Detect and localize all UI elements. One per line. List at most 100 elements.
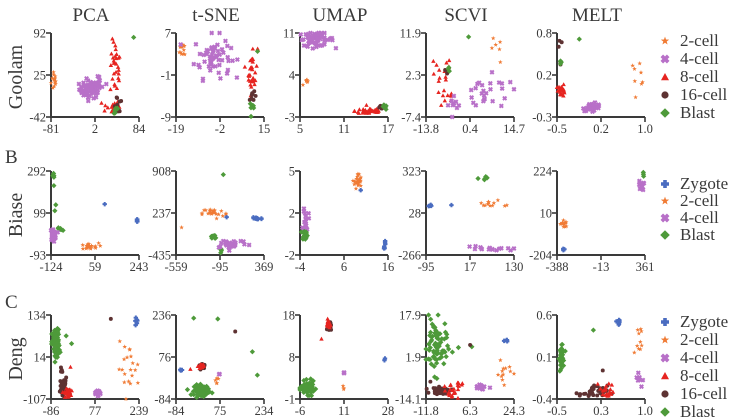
y-tick-label: -7.4 [401,111,422,125]
point-blast [441,348,447,354]
point-4-cell [241,239,246,244]
point-blast [590,327,597,333]
point-4-cell [641,180,647,186]
point-16-cell [428,379,433,384]
point-8-cell [246,73,251,78]
point-2-cell [635,327,641,332]
point-4-cell [498,103,504,109]
point-4-cell [502,95,508,101]
point-8-cell [442,388,448,393]
point-blast [557,61,564,67]
point-2-cell [182,43,187,48]
point-4-cell [306,210,312,216]
point-8-cell [242,64,248,69]
point-blast [444,331,450,338]
axis-lines [299,33,388,118]
legend-marker-2-cell [660,36,670,45]
point-8-cell [555,88,560,93]
point-zygote [429,203,434,209]
point-blast [201,393,207,400]
point-2-cell [638,326,644,331]
point-4-cell [88,84,94,90]
point-4-cell [234,57,240,62]
point-8-cell [603,392,608,397]
point-8-cell [250,75,256,80]
legend-label: 2-cell [680,31,719,50]
point-8-cell [448,93,453,98]
point-2-cell [633,94,638,100]
point-blast [184,387,191,393]
point-4-cell [210,56,216,62]
point-4-cell [232,242,238,248]
point-4-cell [489,69,495,75]
point-8-cell [448,382,453,387]
x-tick-label: 15 [258,122,271,136]
y-tick-label: 11 [283,27,295,41]
point-8-cell [253,78,258,83]
y-tick-label: -0.4 [532,393,553,407]
point-8-cell [111,71,117,76]
x-tick-label: 6 [341,260,347,274]
point-8-cell [116,75,121,80]
x-tick-label: 361 [636,260,655,274]
point-4-cell [319,33,325,39]
point-4-cell [639,186,645,192]
point-4-cell [635,370,641,376]
point-4-cell [224,240,230,246]
point-4-cell [208,45,214,51]
point-4-cell [499,81,505,86]
legend-marker-8-cell [661,372,669,380]
point-2-cell [119,367,125,372]
point-8-cell [319,336,324,341]
point-16-cell [58,365,63,370]
point-2-cell [51,83,57,89]
point-blast [559,341,565,348]
x-tick-label: 1.0 [637,404,653,418]
point-8-cell [68,364,73,369]
point-4-cell [316,30,321,36]
point-2-cell [499,368,505,374]
point-2-cell [132,367,138,373]
point-2-cell [214,375,220,381]
y-tick-label: 11.9 [400,27,421,41]
point-4-cell [301,209,307,215]
legend-marker-4-cell [660,353,670,363]
y-tick-label: -435 [148,249,171,263]
point-8-cell [436,67,442,72]
point-2-cell [636,331,642,336]
point-4-cell [217,30,223,36]
point-16-cell [595,393,600,398]
point-4-cell [634,375,640,380]
point-8-cell [602,386,608,391]
point-4-cell [95,73,101,79]
legend-marker-4-cell [660,54,670,64]
point-2-cell [220,213,226,218]
point-2-cell [216,211,221,217]
y-tick-label: 0.8 [536,27,552,41]
point-8-cell [441,88,447,93]
point-16-cell [556,44,561,49]
y-tick-label: 323 [402,165,421,179]
legend-marker-2-cell [660,335,670,344]
y-tick-label: 0.6 [536,309,552,323]
point-4-cell [218,240,224,246]
point-blast [434,357,440,363]
x-tick-label: 17 [382,122,395,136]
scatter-plot-deng-melt: -0.4 0.1 0.6 -0.5 0.3 1.0 [532,309,653,419]
point-2-cell [50,75,55,81]
row-label: Deng [5,337,27,380]
point-8-cell [598,386,603,391]
point-4-cell [478,382,484,388]
point-2-cell [116,366,122,372]
point-2-cell [214,216,219,221]
y-tick-label: -14.1 [395,393,421,407]
point-2-cell [48,80,54,85]
point-2-cell [487,203,493,208]
point-16-cell [437,391,441,396]
point-blast [455,344,462,351]
point-16-cell [252,89,257,94]
point-8-cell [99,100,104,105]
y-tick-label: 18 [283,309,296,323]
point-blast [111,110,117,116]
point-blast [443,353,449,360]
